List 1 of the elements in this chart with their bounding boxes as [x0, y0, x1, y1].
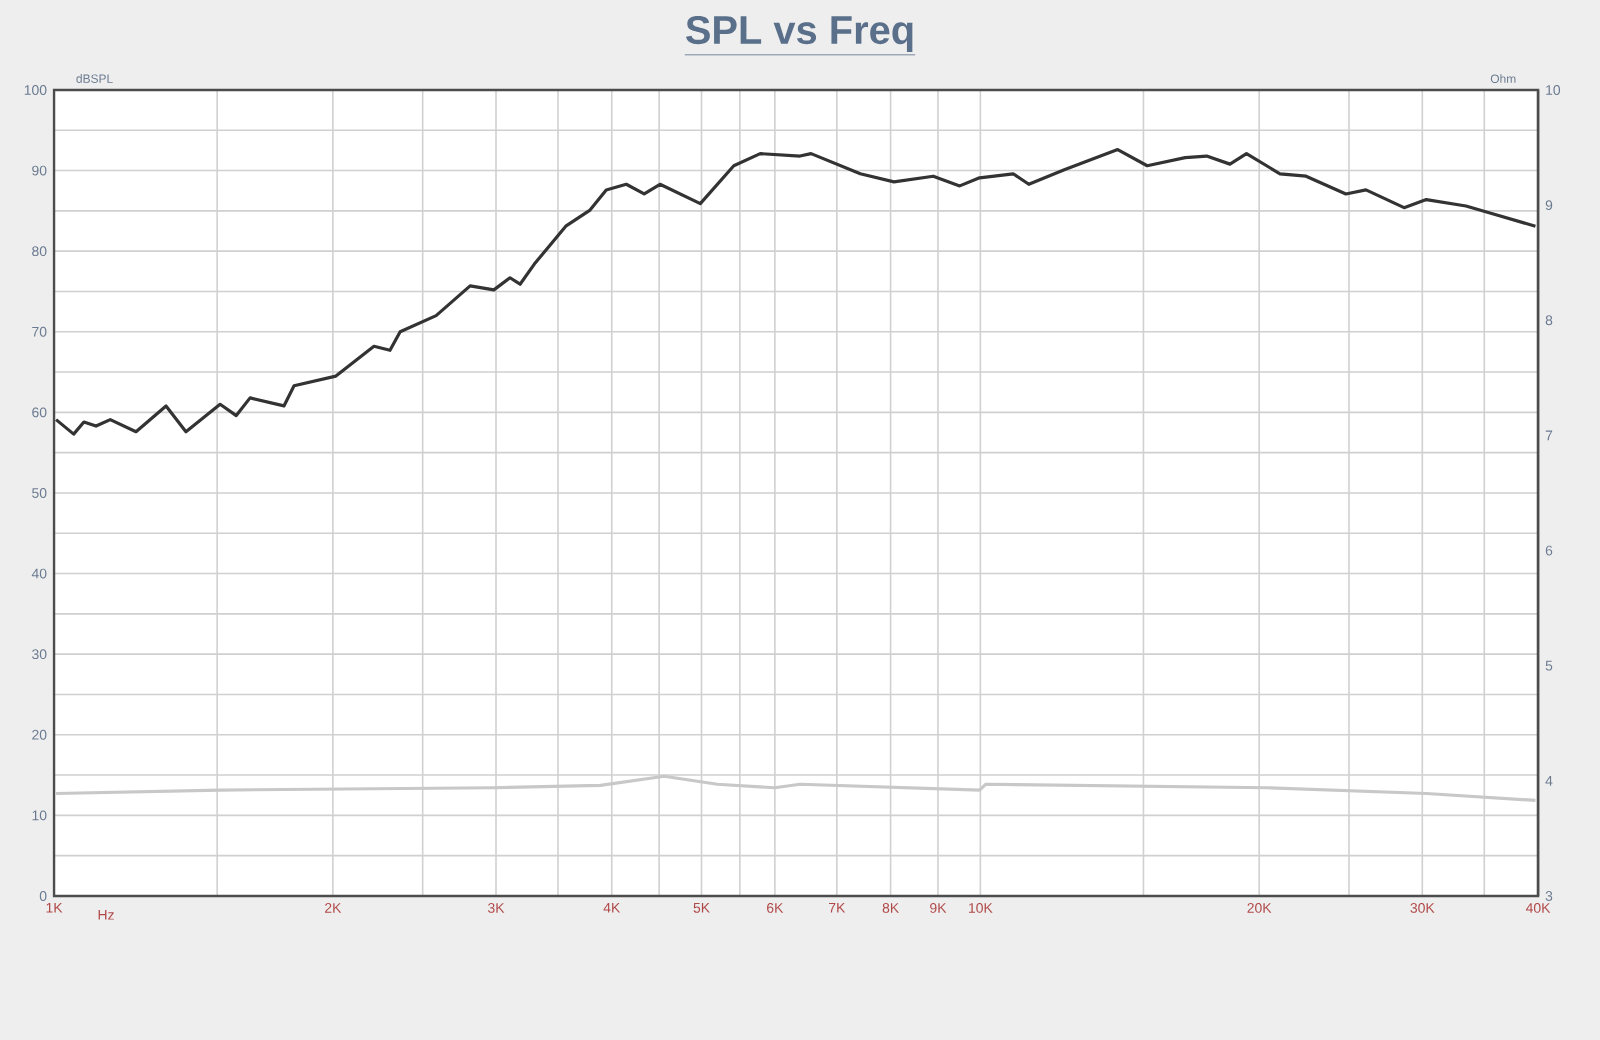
chart-title: SPL vs Freq [686, 15, 913, 53]
